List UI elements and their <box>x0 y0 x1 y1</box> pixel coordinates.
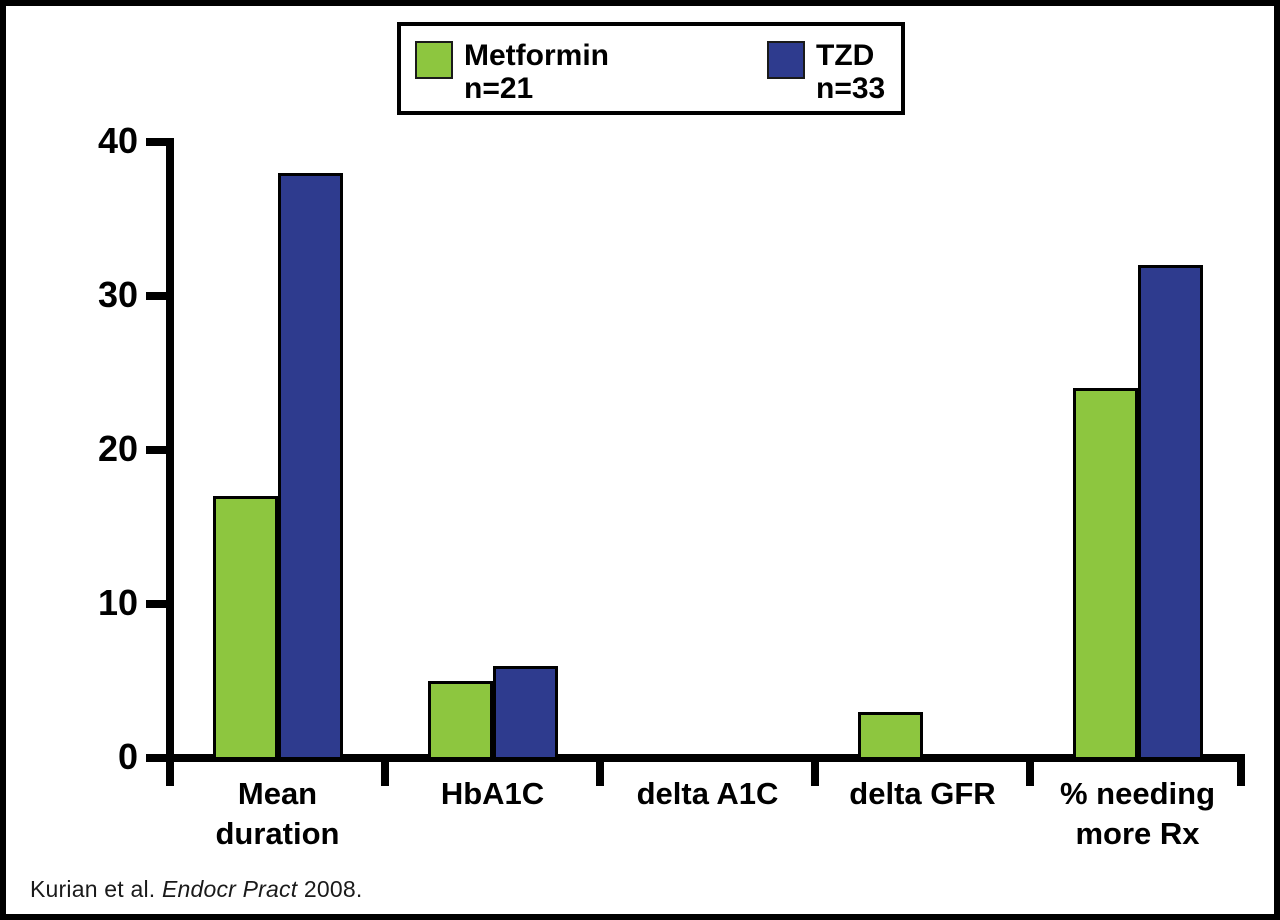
bar-metformin-3 <box>857 711 923 760</box>
bar-tzd-1 <box>492 665 558 760</box>
y-tick-label: 20 <box>97 428 138 469</box>
category-label-1: HbA1C <box>385 774 600 814</box>
category-label-0: Mean duration <box>170 774 385 854</box>
citation-authors: Kurian et al. <box>30 876 162 902</box>
citation-journal: Endocr Pract <box>161 876 298 902</box>
category-label-line: duration <box>215 816 340 851</box>
bar-metformin-4 <box>1072 388 1138 760</box>
category-label-line: HbA1C <box>440 776 545 811</box>
category-label-line: Mean <box>237 776 318 811</box>
citation: Kurian et al. Endocr Pract 2008. <box>30 876 362 903</box>
bar-metformin-0 <box>212 496 278 760</box>
y-tick-label: 0 <box>117 736 138 777</box>
y-tick-label: 10 <box>97 582 138 623</box>
category-label-4: % needing more Rx <box>1030 774 1245 854</box>
y-axis <box>166 138 174 786</box>
tzd-color-swatch <box>767 41 805 79</box>
x-tick <box>596 754 604 786</box>
category-label-3: delta GFR <box>815 774 1030 814</box>
y-tick <box>146 138 170 146</box>
bar-metformin-1 <box>427 681 493 760</box>
x-tick <box>1026 754 1034 786</box>
legend-label-tzd: TZD <box>816 39 875 72</box>
category-label-2: delta A1C <box>600 774 815 814</box>
category-label-line: more Rx <box>1075 816 1200 851</box>
x-tick <box>1237 754 1245 786</box>
legend-entry-metformin: Metformin n=21 <box>415 39 609 105</box>
x-tick <box>381 754 389 786</box>
y-tick-label: 40 <box>97 120 138 161</box>
y-tick <box>146 600 170 608</box>
metformin-color-swatch <box>415 41 453 79</box>
category-label-line: delta GFR <box>849 776 996 811</box>
bar-tzd-4 <box>1137 265 1203 760</box>
y-tick <box>146 446 170 454</box>
y-tick <box>146 292 170 300</box>
legend: Metformin n=21 TZD n=33 <box>397 22 905 115</box>
citation-year: 2008. <box>297 876 363 902</box>
y-tick-label: 30 <box>97 274 138 315</box>
x-tick <box>811 754 819 786</box>
category-label-line: delta A1C <box>636 776 779 811</box>
y-tick <box>146 754 170 762</box>
legend-label-metformin: Metformin <box>464 39 609 72</box>
x-axis <box>166 754 1245 762</box>
category-label-line: % needing <box>1059 776 1215 811</box>
bar-tzd-0 <box>277 172 343 760</box>
legend-entry-tzd: TZD n=33 <box>767 39 885 105</box>
legend-n-metformin: n=21 <box>464 72 534 105</box>
legend-n-tzd: n=33 <box>816 72 886 105</box>
